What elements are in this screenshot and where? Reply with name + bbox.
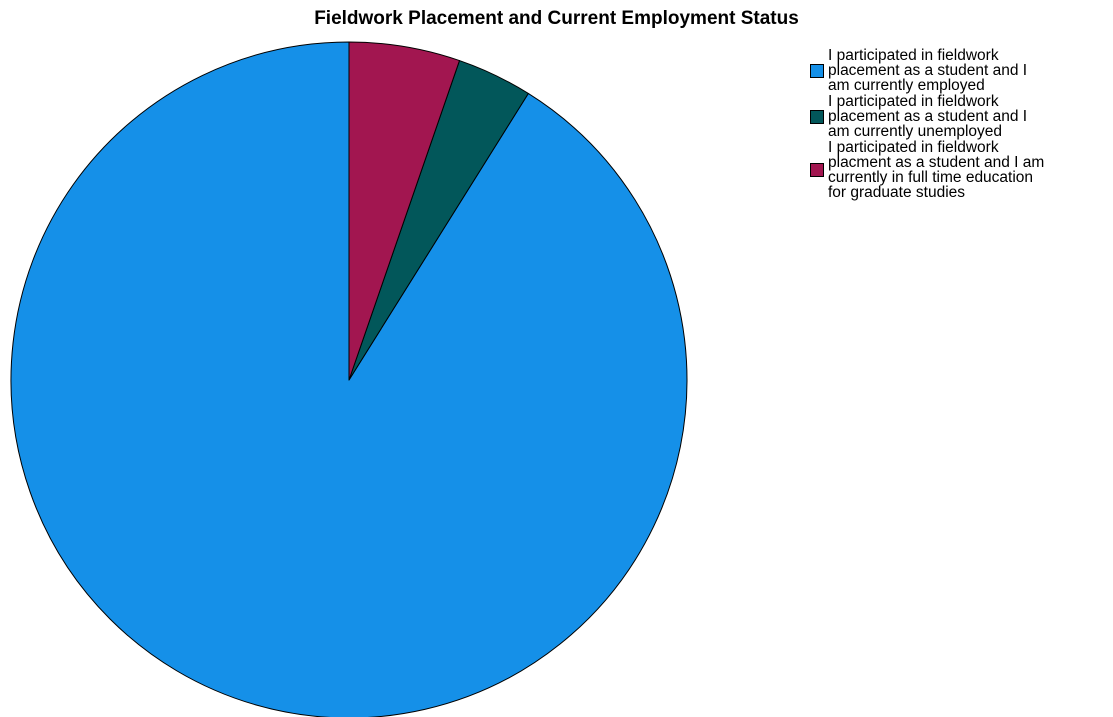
legend-item-employed: I participated in fieldwork placement as… [810, 48, 1110, 93]
legend-label-unemployed: I participated in fieldwork placement as… [828, 93, 1028, 140]
legend-swatch-graduate-studies [810, 163, 824, 177]
legend: I participated in fieldwork placement as… [810, 48, 1110, 201]
pie-slice-graduate-studies [348, 41, 460, 381]
legend-label-employed: I participated in fieldwork placement as… [828, 47, 1028, 94]
legend-swatch-employed [810, 63, 824, 78]
legend-label-graduate-studies: I participated in fieldwork placment as … [828, 139, 1045, 201]
legend-swatch-unemployed [810, 109, 824, 124]
chart-title: Fieldwork Placement and Current Employme… [314, 8, 799, 29]
legend-item-graduate-studies: I participated in fieldwork placment as … [810, 140, 1110, 200]
legend-item-unemployed: I participated in fieldwork placement as… [810, 94, 1110, 139]
